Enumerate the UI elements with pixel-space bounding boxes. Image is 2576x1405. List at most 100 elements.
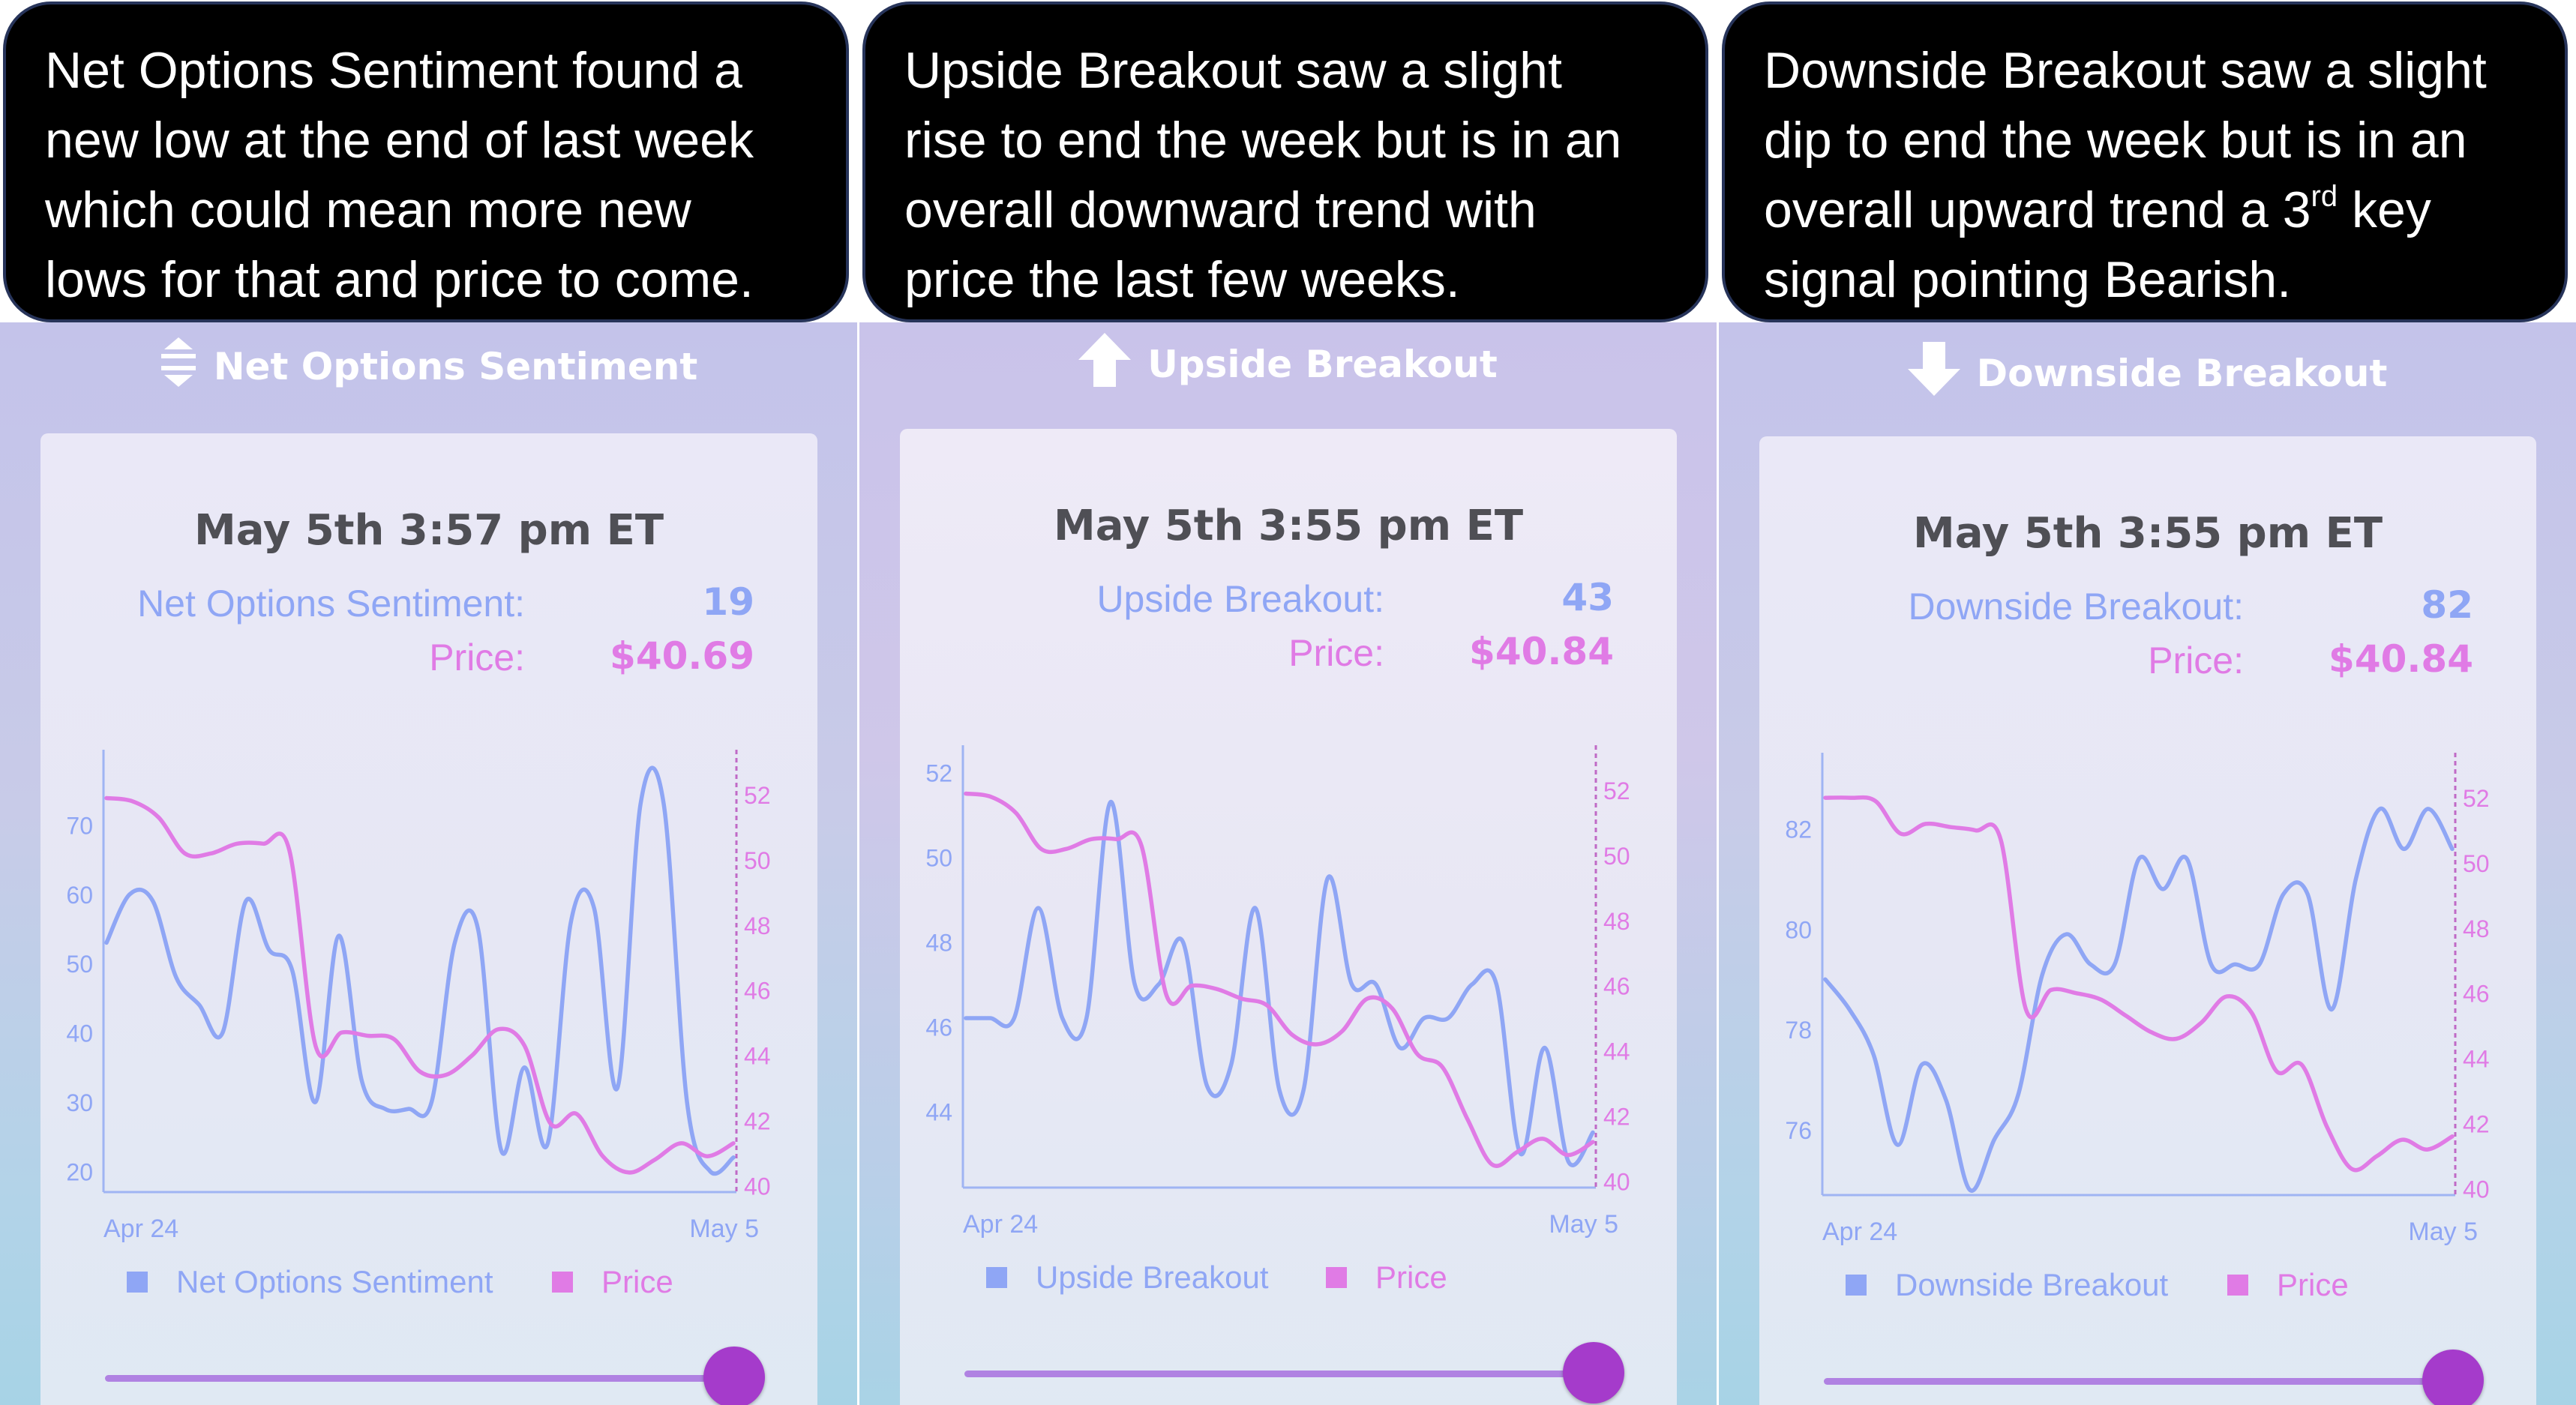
slider-thumb[interactable] bbox=[703, 1347, 765, 1405]
legend-item-metric[interactable]: Upside Breakout bbox=[986, 1257, 1269, 1296]
slider-track[interactable] bbox=[964, 1371, 1579, 1377]
y-left-tick-label: 82 bbox=[1785, 816, 1812, 843]
y-right-tick-label: 40 bbox=[744, 1173, 771, 1200]
chart-legend: Upside Breakout Price bbox=[900, 1257, 1677, 1302]
callout-text: overall upward trend a 3 bbox=[1764, 181, 2311, 238]
price-series-line bbox=[964, 791, 1595, 1168]
x-tick-label: May 5 bbox=[689, 1215, 759, 1243]
legend-swatch bbox=[2227, 1274, 2248, 1296]
callout-line: rise to end the week but is in an bbox=[904, 112, 1622, 169]
updown-arrows-icon bbox=[160, 337, 197, 396]
y-right-tick-label: 46 bbox=[744, 978, 771, 1005]
price-label: Price: bbox=[429, 637, 525, 679]
line-chart: 44 46 48 50 52 40 42 44 46 48 50 52 Apr 24 May 5 bbox=[925, 745, 1630, 1239]
legend-swatch bbox=[1846, 1274, 1867, 1296]
y-right-tick-label: 42 bbox=[2463, 1110, 2490, 1137]
callout-line: price the last few weeks. bbox=[904, 251, 1460, 308]
y-right-tick-label: 50 bbox=[2463, 850, 2490, 877]
callout-line: dip to end the week but is in an bbox=[1764, 112, 2467, 169]
timestamp: May 5th 3:55 pm ET bbox=[1053, 502, 1524, 550]
time-range-slider[interactable] bbox=[105, 1347, 765, 1405]
metric-value: 82 bbox=[2421, 583, 2473, 627]
panel-upside-breakout: Upside Breakout saw a slight rise to end… bbox=[859, 0, 1717, 1405]
metric-series-line bbox=[964, 800, 1595, 1167]
slider-track[interactable] bbox=[1824, 1378, 2439, 1385]
x-tick-label: May 5 bbox=[2408, 1218, 2478, 1246]
chart-card: May 5th 3:55 pm ET Upside Breakout: 43 P… bbox=[900, 429, 1677, 1405]
y-left-tick-label: 20 bbox=[66, 1158, 93, 1185]
panel-downside-breakout: Downside Breakout saw a slight dip to en… bbox=[1719, 0, 2576, 1405]
legend-label: Downside Breakout bbox=[1895, 1266, 2169, 1302]
legend-item-metric[interactable]: Net Options Sentiment bbox=[127, 1262, 493, 1300]
y-left-tick-label: 50 bbox=[925, 844, 952, 871]
annotation-callout: Upside Breakout saw a slight rise to end… bbox=[862, 1, 1708, 322]
y-left-tick-label: 76 bbox=[1785, 1117, 1812, 1144]
x-tick-label: Apr 24 bbox=[1822, 1218, 1897, 1246]
line-chart: 76 78 80 82 40 42 44 46 48 50 52 Apr 24 May 5 bbox=[1785, 753, 2490, 1246]
legend-swatch bbox=[1326, 1266, 1347, 1288]
callout-line: signal pointing Bearish. bbox=[1764, 251, 2292, 308]
legend-label: Net Options Sentiment bbox=[176, 1263, 493, 1299]
section-header: Upside Breakout bbox=[859, 333, 1717, 396]
legend-label: Price bbox=[1375, 1259, 1447, 1295]
metric-series-line bbox=[1823, 807, 2455, 1193]
line-chart: 20 30 40 50 60 70 40 42 44 46 48 50 52 Apr 24 May 5 bbox=[66, 750, 771, 1243]
metric-value: 43 bbox=[1561, 576, 1614, 619]
legend-item-price[interactable]: Price bbox=[2227, 1265, 2349, 1303]
legend-swatch bbox=[552, 1271, 573, 1293]
section-header: Downside Breakout bbox=[1719, 342, 2576, 405]
time-range-slider[interactable] bbox=[964, 1342, 1624, 1405]
section-title: Downside Breakout bbox=[1976, 352, 2388, 395]
y-right-tick-label: 44 bbox=[1603, 1038, 1630, 1065]
legend-label: Price bbox=[2277, 1266, 2349, 1302]
y-right-tick-label: 46 bbox=[1603, 973, 1630, 1000]
callout-line: lows for that and price to come. bbox=[45, 251, 754, 308]
y-right-tick-label: 40 bbox=[1603, 1168, 1630, 1195]
callout-text: key bbox=[2338, 181, 2431, 238]
callout-line: new low at the end of last week bbox=[45, 112, 754, 169]
y-right-tick-label: 52 bbox=[2463, 785, 2490, 812]
time-range-slider[interactable] bbox=[1824, 1350, 2484, 1405]
x-tick-label: Apr 24 bbox=[963, 1210, 1038, 1239]
price-value: $40.69 bbox=[610, 634, 754, 678]
slider-track[interactable] bbox=[105, 1375, 720, 1382]
metric-label: Upside Breakout: bbox=[1096, 578, 1384, 620]
y-left-tick-label: 52 bbox=[925, 759, 952, 786]
y-left-tick-label: 70 bbox=[66, 812, 93, 839]
legend-item-price[interactable]: Price bbox=[552, 1262, 673, 1300]
legend-item-price[interactable]: Price bbox=[1326, 1257, 1447, 1296]
y-right-tick-label: 44 bbox=[744, 1043, 771, 1070]
y-right-tick-label: 48 bbox=[1603, 908, 1630, 935]
price-series-line bbox=[104, 795, 736, 1175]
annotation-callout: Downside Breakout saw a slight dip to en… bbox=[1722, 1, 2568, 322]
y-right-tick-label: 50 bbox=[1603, 843, 1630, 870]
y-right-tick-label: 40 bbox=[2463, 1176, 2490, 1203]
y-left-tick-label: 30 bbox=[66, 1089, 93, 1116]
timestamp: May 5th 3:55 pm ET bbox=[1912, 509, 2383, 558]
callout-line: which could mean more new bbox=[45, 181, 691, 238]
y-right-tick-label: 50 bbox=[744, 847, 771, 874]
metric-label: Net Options Sentiment: bbox=[137, 583, 525, 625]
chart-legend: Net Options Sentiment Price bbox=[40, 1262, 817, 1307]
y-right-tick-label: 46 bbox=[2463, 981, 2490, 1008]
y-left-tick-label: 40 bbox=[66, 1020, 93, 1047]
legend-label: Upside Breakout bbox=[1036, 1259, 1269, 1295]
y-left-tick-label: 78 bbox=[1785, 1017, 1812, 1044]
x-tick-label: May 5 bbox=[1549, 1210, 1618, 1239]
price-value: $40.84 bbox=[2329, 637, 2473, 681]
down-arrow-icon bbox=[1907, 342, 1960, 405]
callout-superscript: rd bbox=[2311, 180, 2338, 214]
price-label: Price: bbox=[1288, 632, 1384, 674]
section-title: Upside Breakout bbox=[1147, 343, 1498, 386]
legend-label: Price bbox=[601, 1263, 673, 1299]
y-right-tick-label: 48 bbox=[744, 912, 771, 939]
section-header: Net Options Sentiment bbox=[0, 337, 857, 396]
callout-line: overall downward trend with bbox=[904, 181, 1537, 238]
chart-card: May 5th 3:57 pm ET Net Options Sentiment… bbox=[40, 433, 817, 1405]
metric-value: 19 bbox=[702, 580, 754, 624]
section-title: Net Options Sentiment bbox=[213, 345, 698, 388]
y-right-tick-label: 44 bbox=[2463, 1046, 2490, 1073]
slider-thumb[interactable] bbox=[1563, 1342, 1624, 1404]
legend-item-metric[interactable]: Downside Breakout bbox=[1846, 1265, 2168, 1303]
slider-thumb[interactable] bbox=[2422, 1350, 2484, 1405]
